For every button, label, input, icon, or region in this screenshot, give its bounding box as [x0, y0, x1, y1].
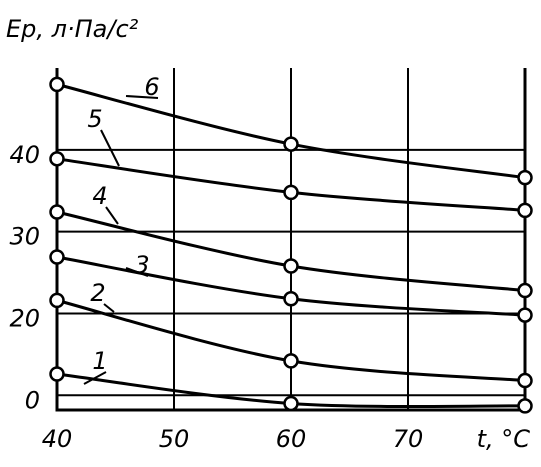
legend-label: 1: [92, 347, 107, 375]
marker: [283, 136, 299, 152]
label-leader: [125, 267, 149, 277]
marker: [517, 372, 533, 389]
y-tick-label: 0: [25, 386, 40, 414]
marker: [49, 292, 65, 309]
x-axis-label: t, °C: [477, 425, 531, 453]
x-tick-label: 40: [42, 425, 73, 453]
marker: [517, 202, 533, 219]
marker: [49, 151, 65, 167]
y-tick-label: 30: [9, 223, 40, 251]
marker: [283, 290, 299, 307]
marker: [517, 307, 533, 323]
marker: [283, 353, 299, 369]
label-leader: [103, 303, 115, 313]
marker: [49, 76, 65, 93]
legend-label: 4: [92, 182, 107, 210]
label-leader: [125, 95, 159, 99]
x-tick-label: 50: [159, 425, 190, 453]
marker: [283, 184, 299, 201]
x-tick-label: 70: [393, 425, 424, 453]
legend-label: 6: [144, 73, 159, 101]
x-tick-label: 60: [276, 425, 307, 453]
marker: [517, 169, 533, 186]
y-tick-label: 40: [9, 141, 40, 169]
label-leader: [105, 206, 119, 225]
marker: [517, 282, 533, 299]
legend-label: 2: [90, 279, 105, 307]
marker: [49, 204, 65, 220]
marker: [283, 395, 299, 412]
marker: [49, 366, 65, 382]
marker: [517, 398, 533, 414]
label-leader: [83, 371, 107, 385]
chart-title: Ep, л·Па/с²: [6, 15, 139, 43]
marker: [283, 258, 299, 274]
y-tick-label: 20: [9, 304, 40, 332]
legend-label: 5: [87, 105, 102, 133]
marker: [49, 249, 65, 265]
legend-label: 3: [134, 251, 149, 279]
label-leader: [100, 129, 120, 167]
